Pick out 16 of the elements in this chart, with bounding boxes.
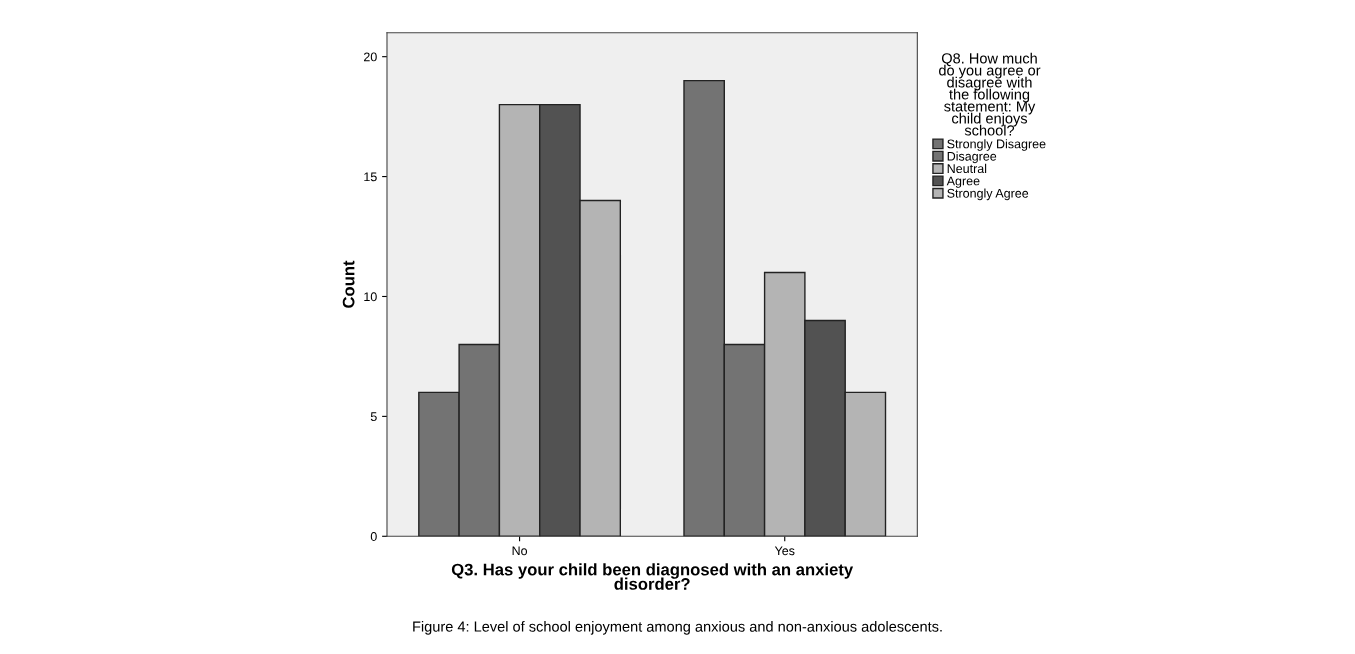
- y-axis-title: Count: [342, 260, 355, 308]
- y-tick-label: 20: [363, 52, 377, 62]
- legend-label: Disagree: [947, 151, 997, 164]
- x-tick-label: No: [512, 546, 528, 556]
- legend-label: Strongly Agree: [947, 188, 1029, 201]
- y-tick-label: 15: [364, 172, 377, 182]
- y-tick-label: 10: [364, 292, 377, 302]
- legend-title: Q8. How much do you agree or disagree with the following statement: My child enjoys school?: [939, 52, 1041, 136]
- legend-label: Strongly Disagree: [947, 139, 1046, 151]
- legend-label: Agree: [946, 176, 980, 188]
- legend-label: Neutral: [947, 163, 987, 174]
- y-tick-label: 0: [370, 532, 377, 541]
- x-axis-title: Q3. Has your child been diagnosed with an anxiety disorder?: [451, 563, 854, 590]
- caption: Figure 4: Level of school enjoyment among anxious and non-anxious adolescents.: [413, 621, 942, 635]
- y-tick-label: 5: [370, 412, 377, 422]
- x-tick-label: Yes: [774, 546, 795, 556]
